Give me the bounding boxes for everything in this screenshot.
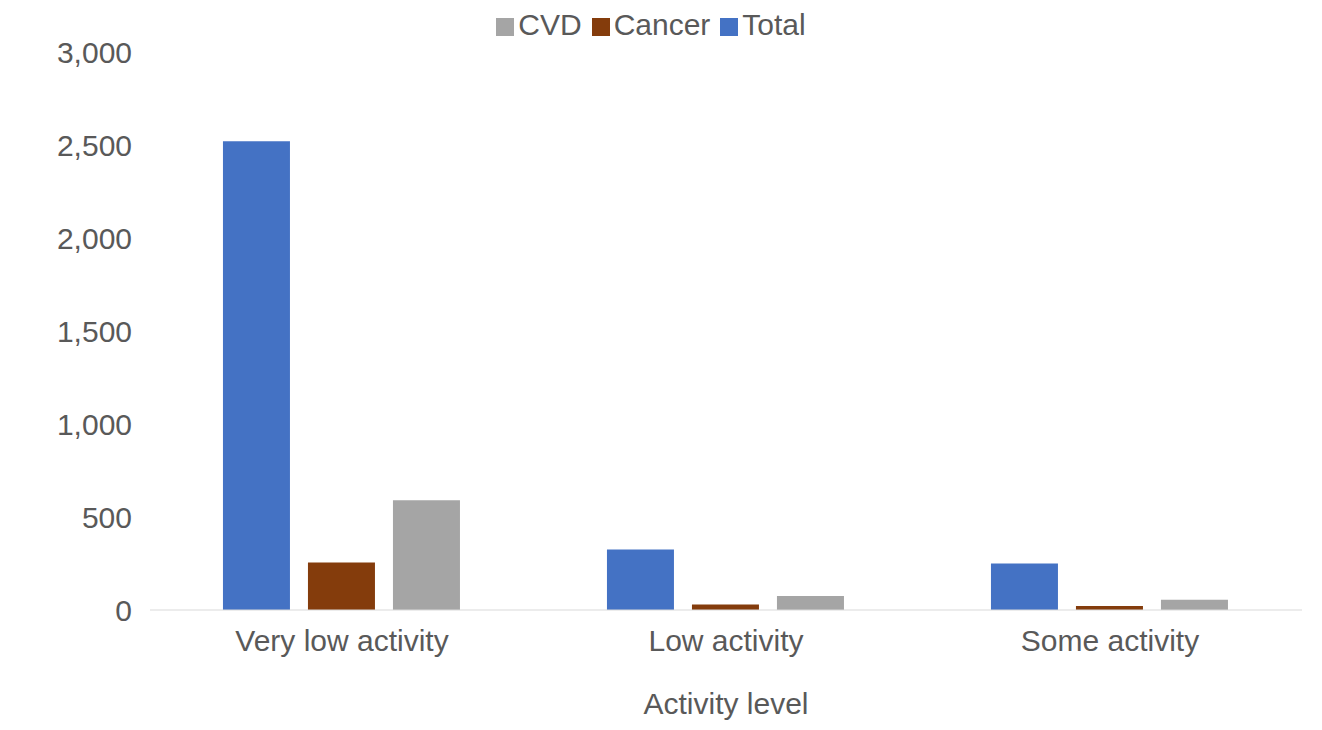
svg-text:Low activity: Low activity <box>648 624 803 657</box>
html-text:Cancer: Cancer <box>613 8 711 41</box>
svg-text:Activity level: Activity level <box>643 687 808 720</box>
svg-text:Very low activity: Very low activity <box>235 624 448 657</box>
svg-text:1,500: 1,500 <box>57 315 132 348</box>
svg-text:2,000: 2,000 <box>57 222 132 255</box>
svg-text:0: 0 <box>115 594 132 627</box>
svg-text:1,000: 1,000 <box>57 408 132 441</box>
svg-text:500: 500 <box>82 501 132 534</box>
svg-text:Some activity: Some activity <box>1021 624 1199 657</box>
svg-text:3,000: 3,000 <box>57 36 132 69</box>
html-text:CVD: CVD <box>518 8 582 41</box>
html-text:Total: Total <box>742 8 806 41</box>
svg-text:2,500: 2,500 <box>57 129 132 162</box>
